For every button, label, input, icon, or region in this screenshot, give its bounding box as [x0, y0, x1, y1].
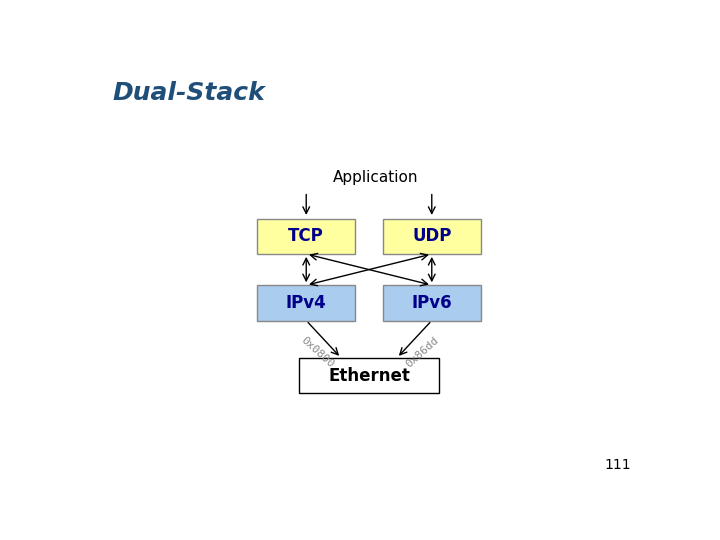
FancyBboxPatch shape: [383, 219, 481, 254]
Text: Ethernet: Ethernet: [328, 367, 410, 384]
FancyBboxPatch shape: [258, 285, 355, 321]
FancyBboxPatch shape: [383, 285, 481, 321]
Text: Dual-Stack: Dual-Stack: [112, 82, 265, 105]
Text: Application: Application: [333, 170, 418, 185]
Text: IPv4: IPv4: [286, 294, 327, 312]
FancyBboxPatch shape: [300, 358, 438, 393]
Text: 111: 111: [605, 458, 631, 472]
Text: TCP: TCP: [288, 227, 324, 245]
Text: 0x86dd: 0x86dd: [404, 335, 441, 370]
Text: 0x0800: 0x0800: [300, 335, 336, 370]
Text: UDP: UDP: [412, 227, 451, 245]
FancyBboxPatch shape: [258, 219, 355, 254]
Text: IPv6: IPv6: [411, 294, 452, 312]
